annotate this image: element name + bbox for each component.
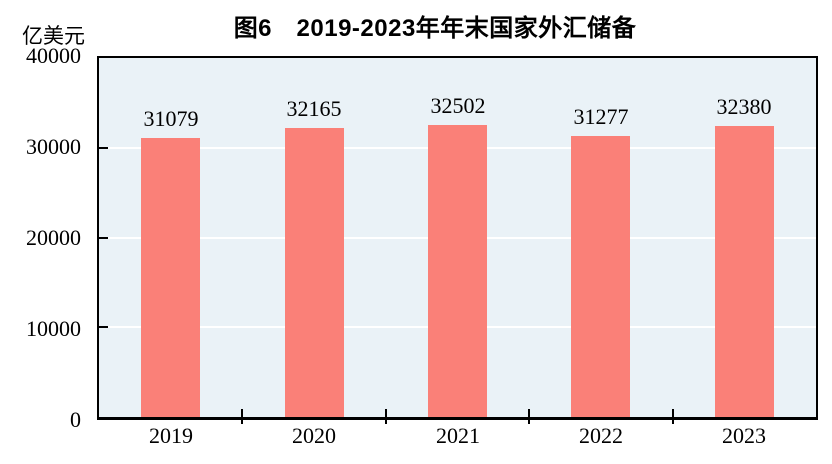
bar-value-label: 31277	[573, 104, 629, 129]
bar-value-label: 32502	[430, 93, 486, 118]
y-axis-tick-mark	[97, 146, 108, 149]
x-axis-tick-mark	[672, 409, 674, 424]
x-axis-tick-label: 2022	[579, 423, 623, 448]
bar-value-label: 31079	[143, 106, 199, 131]
bar-2023	[715, 126, 774, 417]
chart-title: 图6 2019-2023年年末国家外汇储备	[233, 15, 637, 42]
bar-2022	[571, 136, 630, 417]
x-axis-tick-mark	[241, 409, 243, 424]
x-axis-tick-mark	[385, 409, 387, 424]
x-axis-tick-mark	[528, 409, 530, 424]
x-axis-tick-label: 2020	[292, 423, 336, 448]
x-axis-tick-labels: 2019 2020 2021 2022 2023	[99, 423, 816, 453]
y-axis-tick-label: 40000	[26, 43, 81, 68]
bar-value-label: 32165	[286, 96, 342, 121]
bar-2019	[141, 138, 200, 417]
y-axis-tick-mark	[97, 326, 108, 329]
x-axis-tick-label: 2023	[722, 423, 766, 448]
x-axis-tick-label: 2019	[149, 423, 193, 448]
bar-2020	[285, 128, 344, 417]
y-axis-tick-mark	[97, 236, 108, 239]
y-axis-tick-label: 30000	[26, 134, 81, 159]
x-axis-tick-label: 2021	[436, 423, 480, 448]
y-axis-tick-label: 10000	[26, 316, 81, 341]
y-axis-tick-label: 20000	[26, 225, 81, 250]
bar-value-label: 32380	[716, 94, 772, 119]
y-axis-unit-label: 亿美元	[22, 24, 85, 48]
plot-area: 31079 32165 32502 31277 32380	[97, 56, 818, 424]
bar-2021	[428, 125, 487, 417]
y-axis-tick-label: 0	[70, 407, 81, 432]
